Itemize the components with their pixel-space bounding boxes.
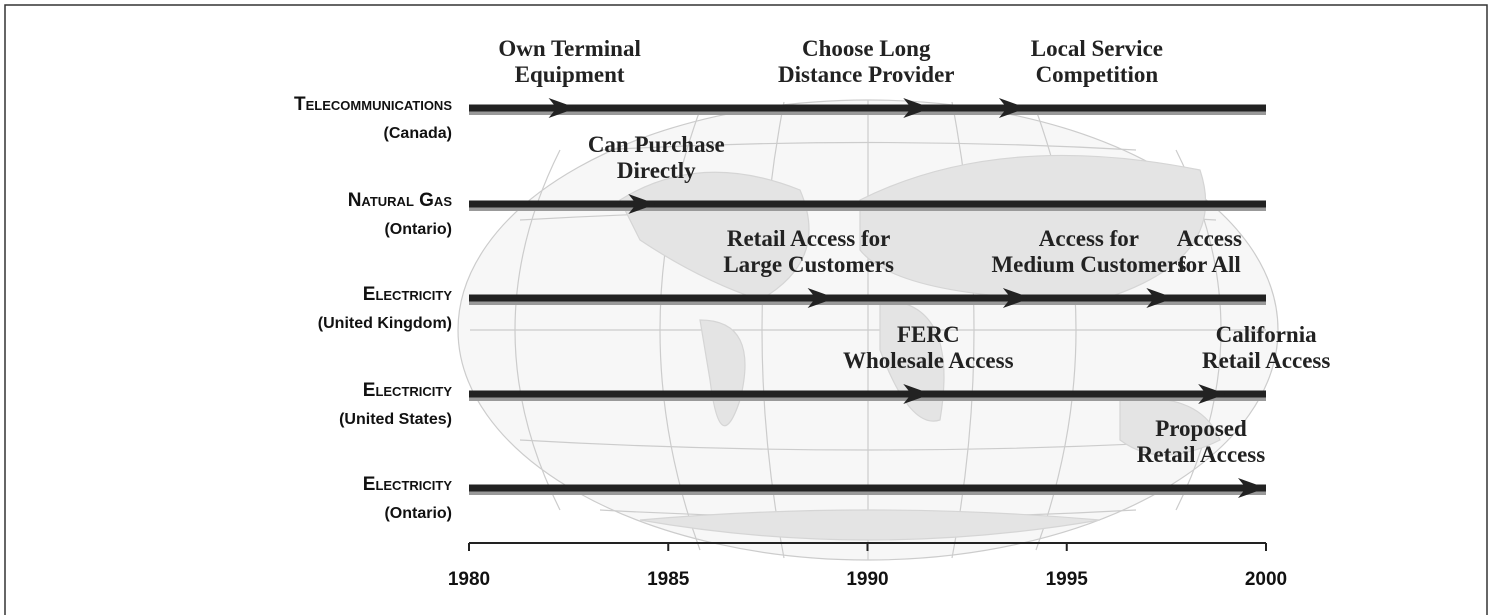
row-sublabel: (United Kingdom) (318, 315, 452, 332)
event-label: Directly (617, 158, 696, 183)
event-label: Access (1177, 226, 1242, 251)
event-label: Distance Provider (778, 62, 955, 87)
row-sublabel: (United States) (339, 411, 452, 428)
x-tick-label: 2000 (1245, 569, 1287, 590)
event-label: Retail Access (1202, 348, 1330, 373)
event-label: Large Customers (723, 252, 894, 277)
event-label: Proposed (1155, 416, 1247, 441)
row-sublabel: (Ontario) (384, 505, 452, 522)
event-label: Local Service (1031, 36, 1163, 61)
x-tick-label: 1980 (448, 569, 490, 590)
event-arrowhead (807, 288, 836, 308)
event-label: Own Terminal (498, 36, 641, 61)
event-label: Medium Customers (991, 252, 1186, 277)
event-label: Choose Long (802, 36, 931, 61)
row-label: Telecommunications (294, 94, 452, 115)
event-label: Retail Access (1137, 442, 1265, 467)
x-tick-label: 1995 (1046, 569, 1089, 590)
row-label: Electricity (363, 284, 453, 305)
row-label: Natural Gas (348, 190, 453, 211)
row-label: Electricity (363, 474, 453, 495)
event-arrowhead (1002, 288, 1031, 308)
frame (4, 4, 1488, 615)
event-label: Competition (1036, 62, 1159, 87)
row-sublabel: (Ontario) (384, 221, 452, 238)
event-label: Wholesale Access (843, 348, 1014, 373)
world-map-background (457, 99, 1279, 561)
event-label: California (1216, 322, 1317, 347)
event-label: Access for (1039, 226, 1139, 251)
event-label: FERC (897, 322, 960, 347)
event-label: Equipment (515, 62, 625, 87)
event-arrowhead (998, 98, 1027, 118)
x-tick-label: 1985 (647, 569, 690, 590)
event-label: Retail Access for (727, 226, 891, 251)
event-label: for All (1178, 252, 1241, 277)
row-sublabel: (Canada) (384, 125, 452, 142)
event-arrowhead (548, 98, 577, 118)
event-arrowhead (1146, 288, 1175, 308)
event-arrowhead (903, 98, 932, 118)
event-arrowhead (628, 194, 657, 214)
x-tick-label: 1990 (846, 569, 888, 590)
row-label: Electricity (363, 380, 453, 401)
event-arrowhead (903, 384, 932, 404)
event-label: Can Purchase (588, 132, 725, 157)
event-arrowhead (1238, 478, 1266, 498)
event-arrowhead (1198, 384, 1227, 404)
